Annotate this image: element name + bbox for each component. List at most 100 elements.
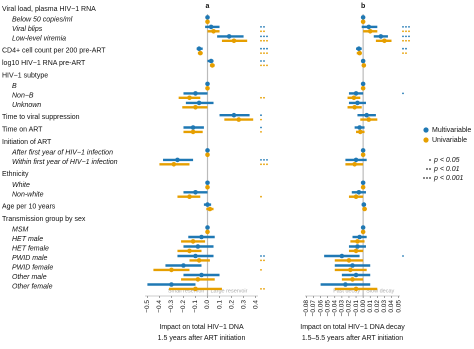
x-tick-label: 0.3 xyxy=(240,300,247,309)
estimate xyxy=(360,19,366,25)
note: Large reservoir xyxy=(211,288,248,294)
estimate xyxy=(357,125,362,130)
estimate xyxy=(193,91,198,96)
estimate xyxy=(350,277,355,282)
note: Small reservoir xyxy=(168,288,205,294)
estimate xyxy=(382,38,387,44)
estimate xyxy=(187,95,192,101)
row-label: Age per 10 years xyxy=(2,204,56,211)
star xyxy=(402,47,404,50)
star xyxy=(263,35,265,38)
x-tick-label: −0.06 xyxy=(317,300,324,317)
row-label: Initiation of ART xyxy=(2,139,52,146)
estimate xyxy=(339,253,345,259)
star xyxy=(263,60,265,62)
row-label: Time to viral suppression xyxy=(2,114,80,121)
star xyxy=(405,30,407,33)
row-label: After first year of HIV−1 infection xyxy=(11,149,113,156)
estimate xyxy=(356,46,362,51)
estimate xyxy=(169,282,174,287)
estimate xyxy=(353,157,359,163)
star xyxy=(260,26,262,28)
x-tick-label: −0.02 xyxy=(346,300,353,317)
row-label: Ethnicity xyxy=(2,171,29,178)
estimate xyxy=(353,91,359,96)
estimate xyxy=(353,272,359,278)
x-tick-label: −0.03 xyxy=(339,300,346,317)
star xyxy=(260,195,262,198)
estimate xyxy=(208,58,214,64)
x-tick-label: −0.04 xyxy=(331,300,338,317)
star xyxy=(405,35,407,38)
estimate xyxy=(361,202,367,207)
row-label: Other female xyxy=(12,284,53,291)
star xyxy=(260,255,262,257)
x-axis-label: Impact on total HIV−1 DNA decay xyxy=(300,324,405,331)
estimate xyxy=(352,105,357,110)
estimate xyxy=(187,248,192,254)
estimate xyxy=(355,244,360,249)
estimate xyxy=(193,190,198,195)
estimate xyxy=(364,112,369,118)
star xyxy=(402,26,404,28)
row-label: Viral load, plasma HIV−1 RNA xyxy=(2,6,96,13)
estimate xyxy=(171,162,177,167)
estimate xyxy=(208,24,214,30)
row-label: HIV−1 subtype xyxy=(2,72,48,79)
star xyxy=(260,118,262,121)
estimate xyxy=(353,248,359,254)
row-label: PWID female xyxy=(12,265,53,272)
star xyxy=(266,52,268,54)
star xyxy=(260,126,262,129)
row-label: PWID male xyxy=(12,255,48,262)
row-label: Non−B xyxy=(12,92,34,99)
estimate xyxy=(357,129,363,135)
estimate xyxy=(357,50,362,56)
row-label: CD4+ cell count per 200 pre-ART xyxy=(2,48,106,55)
star xyxy=(266,39,268,42)
star xyxy=(260,114,262,117)
star xyxy=(266,35,268,38)
x-tick-label: 0.00 xyxy=(360,300,367,313)
x-tick-label: 0.02 xyxy=(374,300,381,313)
star xyxy=(260,269,262,271)
estimate xyxy=(196,258,202,263)
star xyxy=(408,30,410,33)
star xyxy=(405,26,407,28)
star xyxy=(402,30,404,33)
x-tick-label: 0.04 xyxy=(388,300,395,313)
estimate xyxy=(360,184,366,190)
row-label: White xyxy=(12,182,30,189)
x-tick-label: −0.01 xyxy=(353,300,360,317)
estimate xyxy=(205,184,210,190)
panel-letter: b xyxy=(361,3,365,10)
star xyxy=(260,288,262,290)
star xyxy=(263,255,265,257)
star xyxy=(429,168,431,170)
estimate xyxy=(357,234,362,240)
star xyxy=(266,159,268,161)
x-tick-label: −0.07 xyxy=(310,300,317,317)
star xyxy=(260,52,262,54)
estimate xyxy=(190,239,196,244)
star xyxy=(402,255,404,257)
estimate xyxy=(231,38,237,44)
estimate xyxy=(205,180,210,186)
star xyxy=(263,259,265,262)
x-tick-label: −0.1 xyxy=(192,300,199,313)
estimate xyxy=(366,117,372,122)
estimate xyxy=(181,263,186,268)
estimate xyxy=(348,267,353,273)
row-label: Transmission group by sex xyxy=(2,216,86,223)
x-tick-label: 0.4 xyxy=(252,300,259,309)
estimate xyxy=(360,148,366,153)
star xyxy=(263,163,265,166)
star xyxy=(263,26,265,28)
star xyxy=(260,131,262,133)
star xyxy=(405,52,407,54)
estimate xyxy=(360,229,366,235)
legend-swatch xyxy=(423,127,429,133)
row-label: HET female xyxy=(12,246,49,253)
estimate xyxy=(352,162,357,167)
star xyxy=(260,96,262,99)
